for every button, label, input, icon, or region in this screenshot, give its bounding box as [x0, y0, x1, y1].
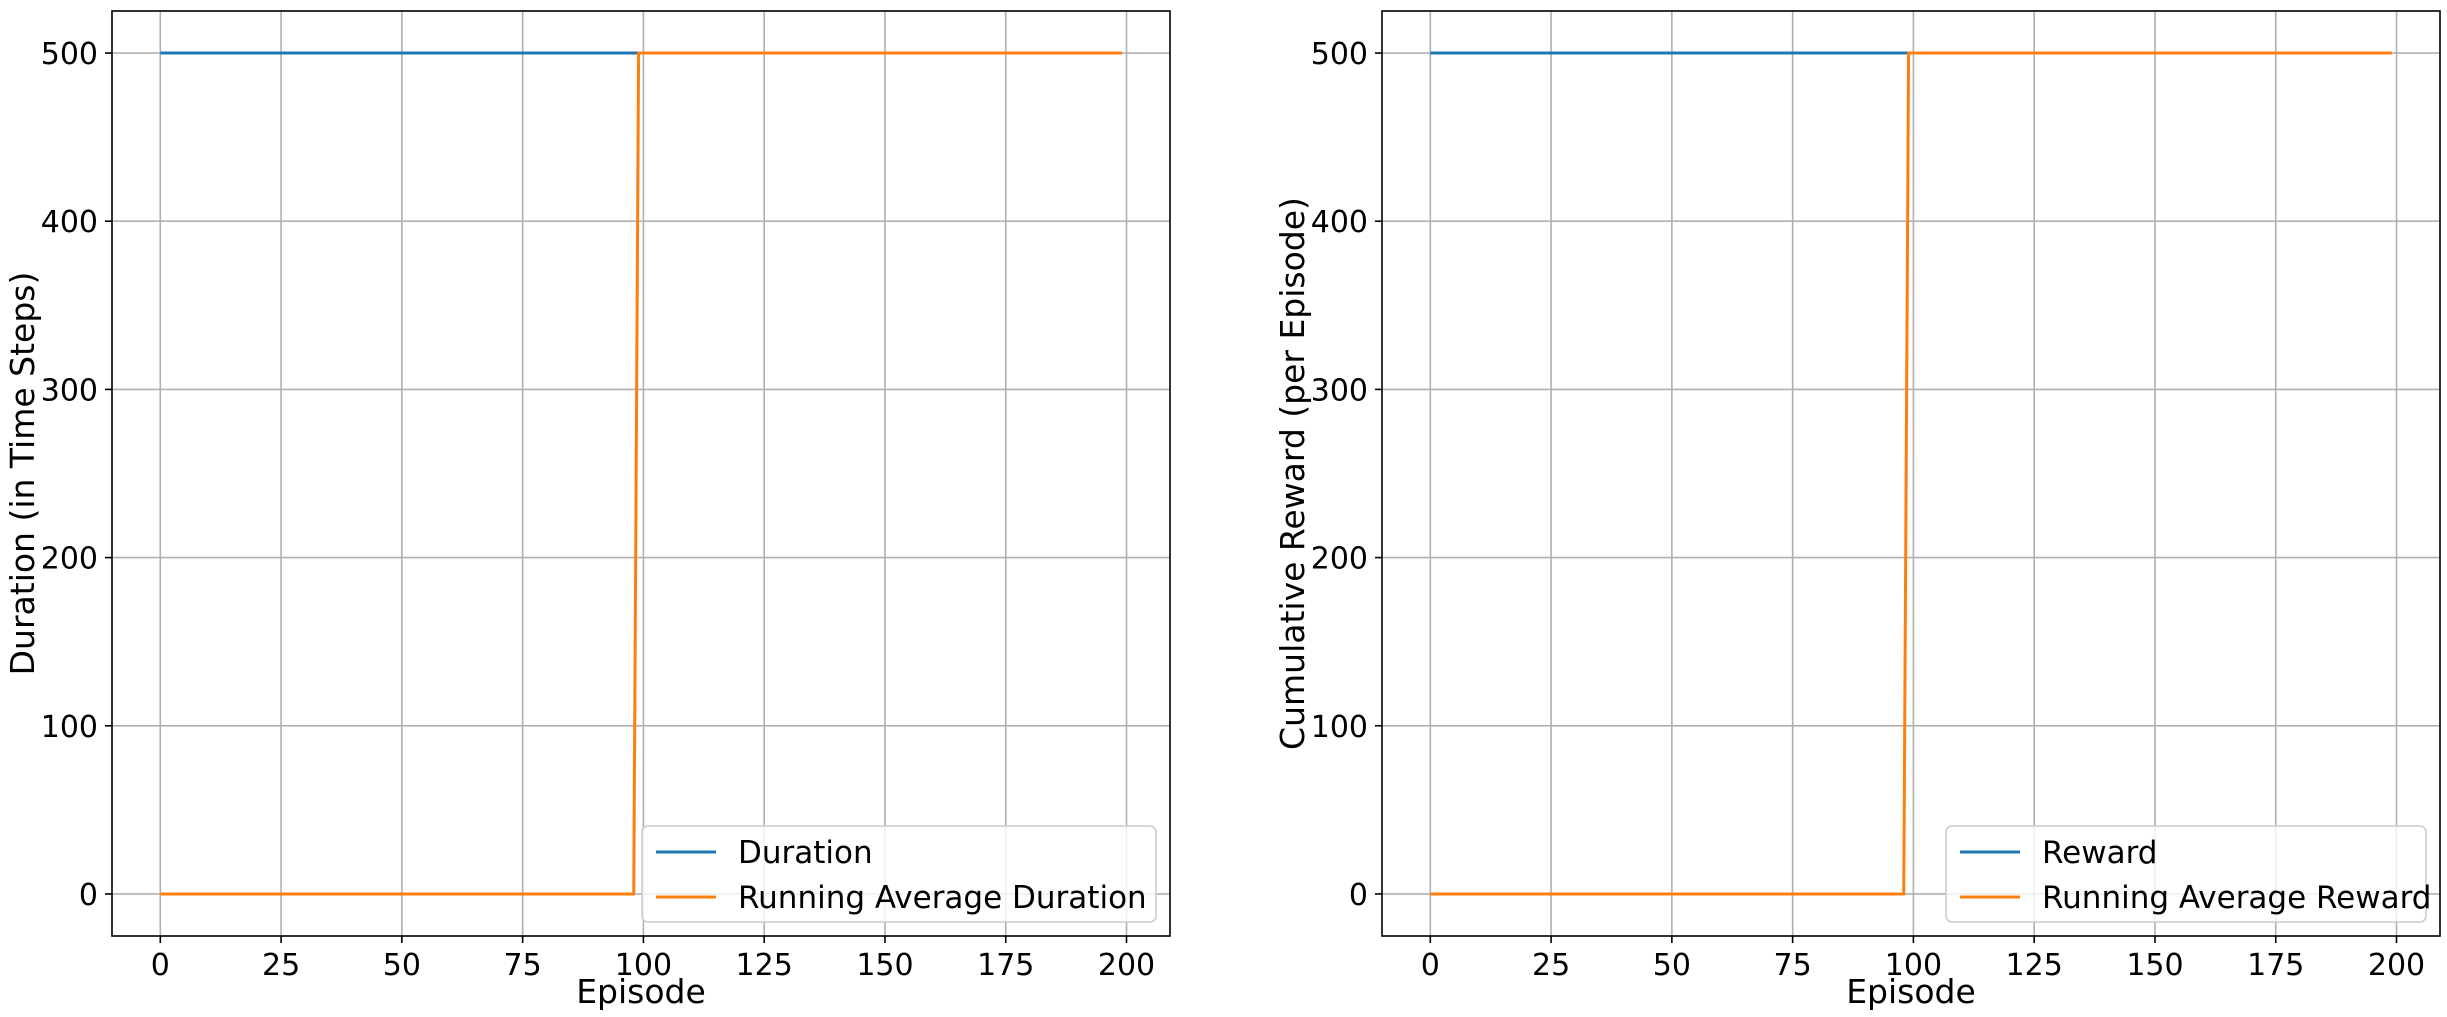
x-tick-label: 150 [2126, 948, 2183, 983]
x-tick-label: 25 [262, 948, 300, 983]
x-axis-label: Episode [1846, 972, 1976, 1011]
y-tick-label: 200 [41, 542, 98, 577]
x-tick-label: 100 [1885, 948, 1942, 983]
legend-entry: Running Average Duration [738, 880, 1147, 916]
series-line-running-average-duration [160, 51, 1122, 896]
x-tick-label: 0 [1421, 948, 1440, 983]
plot-frame [1381, 10, 2441, 937]
series-line-running-average-reward [1430, 51, 2392, 896]
x-tick-label: 175 [977, 948, 1034, 983]
x-tick-label: 50 [1653, 948, 1691, 983]
x-tick-label: 125 [736, 948, 793, 983]
y-tick-label: 400 [1311, 205, 1368, 240]
y-tick-label: 0 [1349, 878, 1368, 913]
legend: Duration Running Average Duration [641, 825, 1157, 923]
legend: Reward Running Average Reward [1945, 825, 2431, 923]
legend-box [641, 825, 1157, 923]
x-tick-label: 125 [2006, 948, 2063, 983]
y-tick-label: 300 [1311, 373, 1368, 408]
x-tick-label: 25 [1532, 948, 1570, 983]
legend-entry: Duration [738, 835, 873, 871]
plot-frame [111, 10, 1171, 937]
x-tick-label: 200 [1098, 948, 1155, 983]
x-tick-label: 200 [2368, 948, 2425, 983]
legend-entry: Reward [2042, 835, 2157, 871]
y-tick-label: 400 [41, 205, 98, 240]
y-tick-label: 500 [1311, 37, 1368, 72]
x-tick-label: 0 [151, 948, 170, 983]
y-tick-label: 0 [79, 878, 98, 913]
y-axis-label: Duration (in Time Steps) [3, 272, 42, 676]
x-tick-label: 175 [2247, 948, 2304, 983]
legend-entry: Running Average Reward [2042, 880, 2431, 916]
y-tick-label: 100 [1311, 710, 1368, 745]
y-tick-label: 300 [41, 373, 98, 408]
y-axis-label: Cumulative Reward (per Episode) [1273, 197, 1312, 750]
y-tick-label: 500 [41, 37, 98, 72]
y-tick-label: 200 [1311, 542, 1368, 577]
x-tick-label: 50 [383, 948, 421, 983]
chart-panel-1: 0 25 50 75 100 125 150 175 200 0 100 200 300 400 500 Ep… [3, 10, 1171, 1011]
x-tick-label: 75 [504, 948, 542, 983]
y-tick-label: 100 [41, 710, 98, 745]
x-tick-label: 150 [856, 948, 913, 983]
x-tick-label: 75 [1774, 948, 1812, 983]
chart-panel-2: 0 25 50 75 100 125 150 175 200 0 100 200 300 400 500 Ep… [1273, 10, 2441, 1011]
x-axis-label: Episode [576, 972, 706, 1011]
x-tick-label: 100 [615, 948, 672, 983]
legend-box [1945, 825, 2427, 923]
